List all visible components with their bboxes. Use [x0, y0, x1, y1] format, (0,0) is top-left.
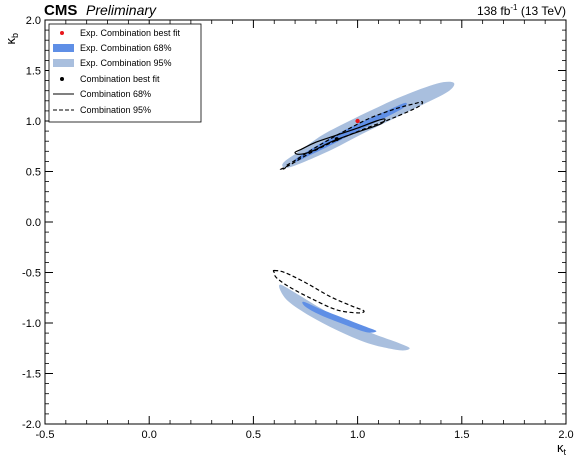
x-tick-label: 0.0: [142, 429, 157, 441]
exp-best-fit-point: [355, 118, 360, 124]
legend-entry-obs-95: Combination 95%: [80, 105, 151, 115]
y-tick-label: -1.5: [22, 369, 41, 381]
y-tick-label: -0.5: [22, 268, 41, 280]
preliminary-label: Preliminary: [86, 2, 157, 18]
y-tick-label: 1.5: [26, 66, 41, 78]
obs-contours: [272, 101, 424, 314]
legend-marker-exp-best-fit: [60, 31, 64, 35]
legend-entry-obs-best-fit: Combination best fit: [80, 74, 160, 84]
x-tick-label: 2.0: [558, 429, 573, 441]
best-fit-points: [334, 118, 360, 142]
y-tick-label: -1.0: [22, 318, 41, 330]
legend-entry-exp-95: Exp. Combination 95%: [80, 58, 172, 68]
x-tick-label: 0.5: [246, 429, 261, 441]
legend-entry-exp-68: Exp. Combination 68%: [80, 43, 172, 53]
exp-68-region-2: [302, 301, 377, 333]
luminosity-exponent: -1: [510, 3, 518, 12]
y-tick-label: 0.5: [26, 167, 41, 179]
obs-best-fit-point: [334, 137, 339, 142]
legend: Exp. Combination best fit Exp. Combinati…: [48, 23, 202, 123]
y-tick-label: 2.0: [26, 15, 41, 27]
x-tick-label: 1.0: [350, 429, 365, 441]
legend-entry-exp-best-fit: Exp. Combination best fit: [80, 28, 181, 38]
y-tick-label: 1.0: [26, 116, 41, 128]
exp-95-region-2: [279, 284, 410, 351]
legend-swatch-exp-68: [53, 44, 74, 52]
experiment-label: CMS: [44, 2, 77, 19]
x-axis-label: κt: [557, 440, 567, 456]
legend-box: [48, 23, 202, 123]
y-tick-label: -2.0: [22, 419, 41, 431]
x-tick-label: -0.5: [36, 429, 55, 441]
y-tick-label: 0.0: [26, 217, 41, 229]
legend-swatch-exp-95: [53, 59, 74, 67]
luminosity-label: 138 fb-1 (13 TeV): [477, 3, 566, 18]
x-tick-label: 1.5: [454, 429, 469, 441]
y-axis-label: κb: [3, 33, 20, 45]
legend-marker-obs-best-fit: [60, 77, 64, 81]
obs-95-region-2: [272, 269, 365, 314]
legend-entry-obs-68: Combination 68%: [80, 89, 151, 99]
obs-95-region-1: [279, 101, 424, 171]
axis-ticks: -0.5 0.0 0.5 1.0 1.5 2.0 -2.0 -1.5 -1.0 -0.5 0.0 0.…: [22, 15, 574, 441]
